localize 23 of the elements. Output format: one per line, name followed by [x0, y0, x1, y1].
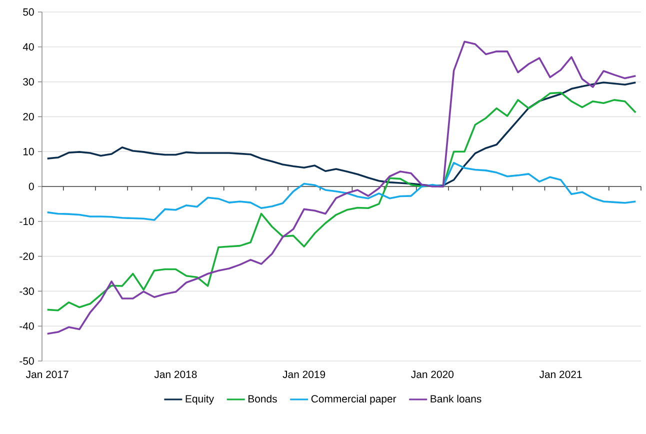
legend-label: Bank loans: [430, 394, 482, 403]
line-series: [46, 162, 637, 221]
x-tick-label: Jan 2021: [539, 370, 582, 378]
y-tick-label: -10: [20, 218, 34, 226]
y-tick-label: -20: [20, 252, 34, 260]
x-tick-label: Jan 2017: [26, 370, 68, 378]
legend-label: Bonds: [248, 394, 277, 403]
x-tick-label: Jan 2020: [411, 370, 454, 378]
line-series: [46, 92, 637, 312]
y-tick-label: 30: [23, 78, 34, 86]
y-tick-label: 50: [23, 8, 34, 16]
line-series: [46, 40, 637, 335]
y-tick-label: -30: [20, 288, 34, 295]
y-tick-label: 0: [28, 182, 34, 190]
legend-label: Commercial paper: [311, 394, 396, 405]
legend-label: Equity: [186, 394, 214, 405]
x-tick-label: Jan 2018: [154, 370, 197, 378]
y-tick-label: 10: [23, 148, 34, 156]
y-tick-label: 20: [23, 113, 34, 120]
y-tick-label: 40: [22, 43, 34, 51]
x-tick-label: Jan 2019: [282, 370, 326, 378]
y-tick-label: -50: [20, 357, 34, 365]
y-tick-label: -40: [20, 322, 34, 330]
